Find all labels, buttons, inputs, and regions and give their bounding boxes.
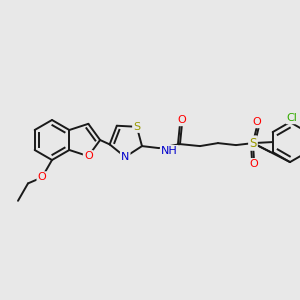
Text: O: O: [38, 172, 46, 182]
Text: O: O: [84, 151, 93, 161]
Text: Cl: Cl: [286, 113, 297, 123]
Text: S: S: [133, 122, 140, 132]
Text: N: N: [121, 152, 129, 162]
Text: O: O: [250, 159, 258, 169]
Text: NH: NH: [161, 146, 178, 156]
Text: O: O: [178, 115, 186, 125]
Text: S: S: [249, 136, 257, 150]
Text: O: O: [253, 117, 261, 127]
